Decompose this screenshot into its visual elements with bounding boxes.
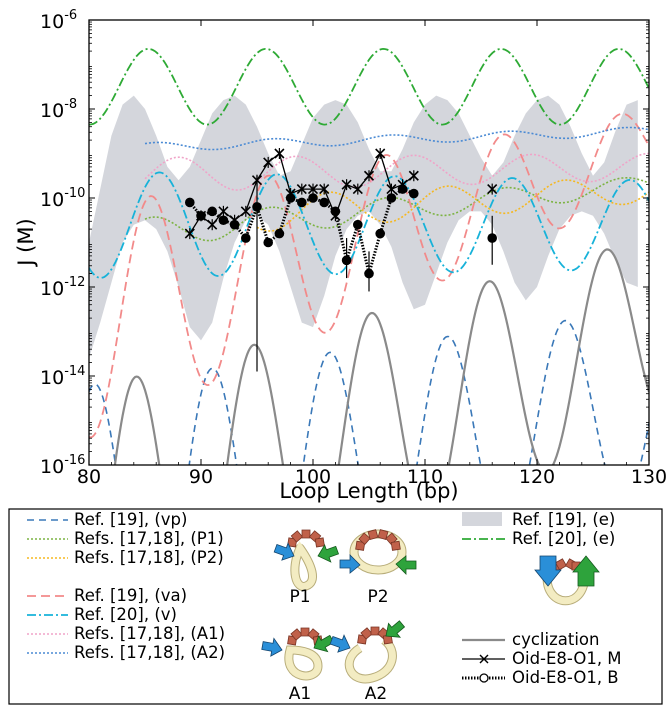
legend-label: Refs. [17,18], (A1): [74, 624, 225, 643]
data-point-b: [196, 211, 206, 221]
data-point-b: [364, 268, 374, 279]
schematic-e: [534, 555, 600, 606]
x-axis-label: Loop Length (bp): [279, 479, 458, 503]
band-layer: [89, 95, 638, 359]
legend-label: Ref. [19], (e): [512, 510, 615, 529]
plot-frame: [88, 19, 650, 466]
series-line-6: [144, 126, 649, 151]
data-point-b: [185, 197, 195, 208]
x-tick-label: 80: [77, 466, 101, 488]
y-tick-label: 10-14: [40, 364, 85, 389]
y-tick-label: 10-8: [40, 97, 77, 122]
legend-label: Refs. [17,18], (P1): [74, 529, 224, 548]
data-point-m: [263, 156, 274, 168]
data-point-b: [308, 193, 318, 203]
y-tick-label: 10-10: [40, 186, 85, 211]
legend-label: Oid-E8-O1, B: [512, 668, 619, 687]
series-line-0: [89, 319, 649, 465]
series-line-8: [113, 248, 649, 465]
data-point-m: [274, 148, 285, 159]
legend-col3: Ref. [19], (e)Ref. [20], (e)cyclizationO…: [462, 510, 622, 687]
schematic-label: P2: [367, 587, 388, 607]
data-point-m: [319, 183, 330, 195]
axis-ticks: 80 90 100 110 120 130 10-16 10-14 10-12 10-10 10-8…: [40, 8, 667, 488]
schematic-a2: [329, 620, 406, 684]
legend-label: Ref. [20], (e): [512, 529, 615, 548]
data-point-m: [207, 219, 218, 231]
data-point-b: [375, 228, 386, 239]
band-ref19-e: [89, 95, 638, 359]
data-point-b: [274, 228, 285, 239]
data-point-b: [409, 188, 419, 199]
data-point-m: [296, 183, 307, 195]
legend-label: Oid-E8-O1, M: [512, 649, 622, 668]
legend-label: cyclization: [512, 630, 599, 649]
data-point-m: [375, 148, 386, 159]
data-point-b: [229, 219, 240, 230]
legend-col1: Ref. [19], (vp)Refs. [17,18], (P1)Refs. …: [27, 510, 225, 662]
data-point-m: [352, 183, 363, 195]
x-tick-label: 90: [189, 466, 213, 488]
series-line-7: [89, 47, 649, 126]
data-point-m: [386, 183, 397, 195]
y-tick-label: 10-16: [40, 453, 85, 478]
legend-label: Refs. [17,18], (A2): [74, 643, 225, 662]
data-point-b: [207, 206, 217, 217]
data-point-b: [487, 233, 498, 243]
schematic-label: P1: [289, 587, 310, 607]
data-point-m: [184, 228, 195, 240]
data-point-b: [218, 215, 229, 226]
schematic-p1: [273, 529, 340, 591]
data-point-m: [240, 205, 251, 217]
data-point-b: [386, 193, 397, 203]
data-point-b: [330, 206, 341, 217]
y-tick-label: 10-6: [40, 8, 77, 33]
series-layer: [89, 47, 649, 465]
legend-swatch: [462, 512, 502, 526]
series-line-1: [144, 177, 649, 242]
x-tick-label: 120: [519, 466, 555, 488]
schematic-p2: [339, 529, 417, 575]
y-axis-label: J (M): [14, 218, 38, 267]
legend-label: Ref. [20], (v): [74, 605, 177, 624]
data-point-b: [263, 237, 274, 248]
schematic-label: A1: [289, 684, 311, 704]
schematic-label: A2: [365, 684, 387, 704]
y-tick-label: 10-12: [40, 275, 85, 300]
data-point-b: [241, 233, 251, 243]
x-tick-label: 130: [631, 466, 667, 488]
legend-schematics: P1 P2 A1 A2: [261, 529, 600, 704]
data-point-b: [341, 255, 352, 266]
data-point-m-extra: [487, 183, 498, 195]
legend-label: Ref. [19], (va): [74, 586, 187, 605]
data-point-b: [397, 184, 408, 194]
data-point-m: [307, 183, 319, 195]
data-point-m: [363, 170, 375, 182]
series-line-5: [144, 152, 649, 191]
schematic-a1: [261, 627, 335, 681]
data-point-b: [297, 197, 307, 208]
legend-label: Refs. [17,18], (P2): [74, 548, 224, 567]
x-tick-label: 100: [295, 466, 331, 488]
series-line-3: [89, 112, 649, 439]
legend-box: [8, 508, 663, 705]
data-point-m: [408, 170, 419, 182]
legend-label: Ref. [19], (vp): [74, 510, 187, 529]
data-point-b: [353, 219, 363, 230]
data-point-b: [319, 197, 330, 208]
data-point-b: [252, 202, 262, 212]
x-tick-label: 110: [407, 466, 443, 488]
data-layer: [184, 148, 498, 372]
data-point-m: [218, 205, 229, 217]
data-point-b: [285, 193, 296, 203]
series-line-4: [89, 171, 649, 279]
data-point-m: [341, 179, 352, 191]
